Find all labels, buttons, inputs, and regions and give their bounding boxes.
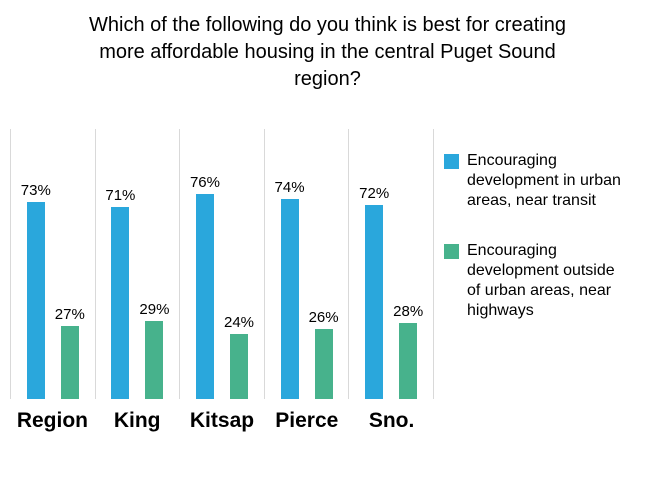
bar-item: 26% — [309, 309, 339, 399]
bar-item: 29% — [139, 301, 169, 399]
legend-item: Encouraging development in urban areas, … — [444, 151, 644, 211]
bar-value-label: 74% — [274, 179, 305, 196]
category-label: Region — [16, 409, 88, 432]
legend-swatch-icon — [444, 244, 459, 259]
chart-title: Which of the following do you think is b… — [89, 14, 566, 90]
bar-item: 28% — [393, 303, 423, 399]
category-label: Kitsap — [189, 409, 255, 432]
legend: Encouraging development in urban areas, … — [444, 129, 644, 433]
bar — [60, 326, 79, 399]
category-group: 74% 26% — [263, 129, 349, 399]
category-group: 72% 28% — [348, 129, 434, 399]
bar-value-label: 26% — [308, 309, 339, 326]
bar-item: 24% — [224, 314, 254, 399]
bar-value-label: 72% — [359, 185, 390, 202]
category-label: Pierce — [275, 409, 339, 432]
bar — [26, 202, 45, 399]
category-group: 76% 24% — [179, 129, 264, 399]
bar-item: 71% — [105, 187, 135, 399]
bar — [280, 199, 299, 399]
plot-area: 73% 27% 71% 29% 76% 24% 74% 26% 72% 28% Region Kin… — [10, 129, 434, 433]
bar-item: 73% — [21, 182, 51, 399]
bar — [111, 207, 130, 399]
category-label: Sno. — [368, 409, 415, 432]
category-group: 71% 29% — [94, 129, 180, 399]
category-group: 73% 27% — [10, 129, 95, 399]
bar — [365, 205, 384, 399]
bar-value-label: 73% — [20, 182, 51, 199]
bar-value-label: 27% — [54, 306, 85, 323]
legend-label: Encouraging development in urban areas, … — [467, 152, 621, 209]
legend-swatch-icon — [444, 154, 459, 169]
bar-item: 74% — [275, 179, 305, 399]
bar — [195, 194, 214, 399]
bar — [145, 321, 164, 399]
category-axis: Region King Kitsap Pierce Sno. — [10, 399, 434, 433]
bar — [399, 323, 418, 399]
bar-value-label: 76% — [189, 174, 220, 191]
legend-item: Encouraging development outside of urban… — [444, 241, 644, 321]
chart-body: 73% 27% 71% 29% 76% 24% 74% 26% 72% 28% Region Kin… — [0, 129, 655, 433]
bar-value-label: 28% — [393, 303, 424, 320]
bar — [230, 334, 248, 399]
category-label: King — [113, 409, 161, 432]
bar-value-label: 29% — [139, 301, 170, 318]
bar — [314, 329, 333, 399]
bar-value-label: 71% — [105, 187, 136, 204]
bar-groups: 73% 27% 71% 29% 76% 24% 74% 26% 72% 28% — [10, 129, 434, 399]
bar-value-label: 24% — [223, 314, 255, 331]
bar-item: 76% — [190, 174, 220, 399]
bar-item: 72% — [359, 185, 389, 399]
bar-item: 27% — [55, 306, 85, 399]
legend-label: Encouraging development outside of urban… — [467, 242, 615, 319]
